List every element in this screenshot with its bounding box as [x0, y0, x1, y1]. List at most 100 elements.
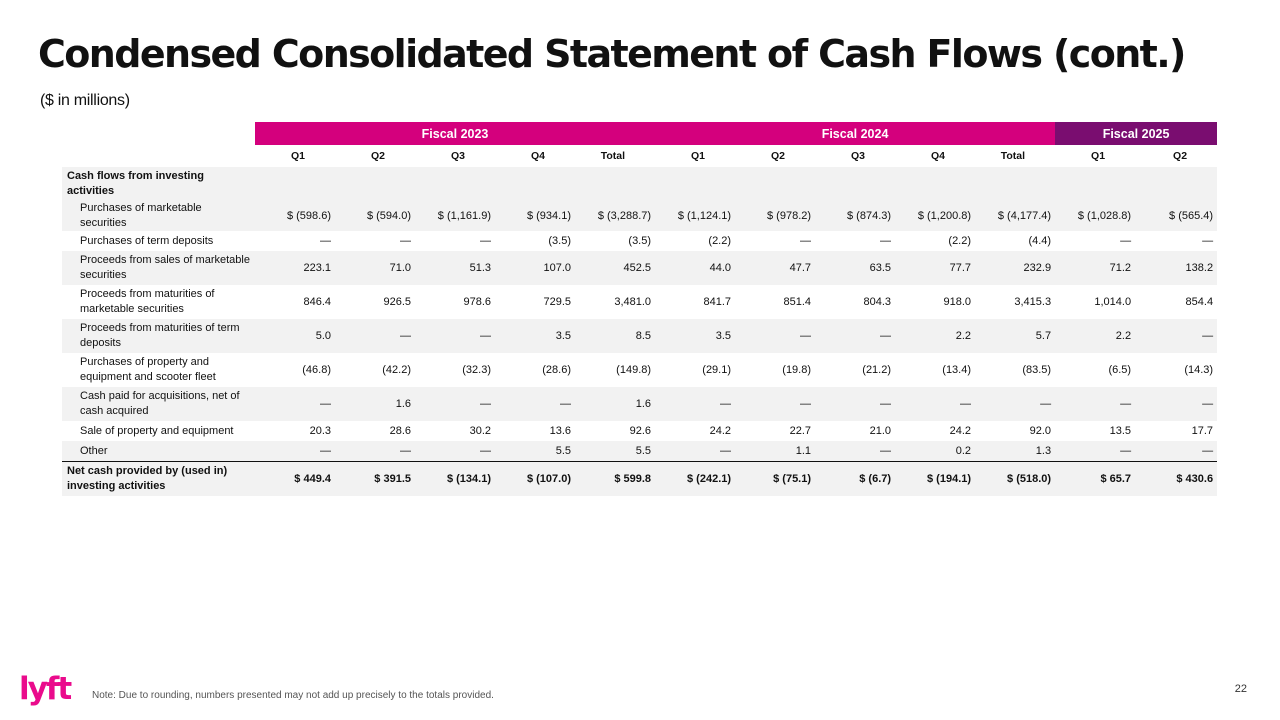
data-rows: Purchases of marketable securities $ (598…	[62, 201, 1218, 462]
value-cell: 44.0	[655, 251, 736, 285]
value-cell: —	[800, 235, 812, 247]
value-cell: $ (3,288.7)	[575, 201, 656, 231]
value-cell: $ (1,124.1)	[655, 201, 736, 231]
value-cell: (32.3)	[462, 364, 491, 376]
total-cell: $ (242.1)	[655, 461, 736, 496]
value-cell: —	[1135, 441, 1218, 462]
table-row: Proceeds from sales of marketable securi…	[62, 251, 1218, 285]
value-cell: 21.0	[869, 425, 892, 437]
value-cell: 13.6	[549, 425, 571, 437]
value-cell: 223.1	[255, 251, 335, 285]
value-cell: —	[880, 235, 892, 247]
value-cell: 804.3	[863, 296, 892, 308]
value-cell: —	[415, 441, 495, 462]
row-label: Purchases of term deposits	[80, 234, 214, 247]
value-cell: —	[735, 387, 816, 421]
total-cell: $ (6.7)	[815, 461, 896, 496]
value-cell: —	[815, 441, 896, 462]
value-cell: 13.5	[1109, 425, 1132, 437]
value-cell: (21.2)	[862, 364, 892, 376]
value-cell: (46.8)	[302, 364, 331, 376]
value-cell: 63.5	[815, 251, 896, 285]
value-cell: —	[415, 319, 495, 353]
value-cell: 2.2	[895, 319, 976, 353]
value-cell: —	[655, 387, 736, 421]
total-row-label: Net cash provided by (used in) investing…	[62, 461, 255, 496]
quarter-header: Q2	[771, 150, 786, 162]
value-cell: 841.7	[703, 296, 732, 308]
table-row: Purchases of marketable securities $ (598…	[62, 201, 1218, 231]
value-cell: 138.2	[1135, 251, 1218, 285]
value-cell: 5.7	[975, 319, 1056, 353]
lyft-logo-icon: lyft	[19, 672, 74, 707]
value-cell: (3.5)	[628, 235, 652, 247]
quarter-header: Total	[600, 150, 626, 162]
value-cell: (28.6)	[542, 364, 571, 376]
value-cell: $ (874.3)	[815, 201, 896, 231]
total-cell: $ (107.0)	[495, 461, 575, 496]
value-cell: $ (598.6)	[255, 201, 335, 231]
value-cell: (4.4)	[1028, 235, 1052, 247]
value-cell: 5.0	[255, 319, 335, 353]
footer-note: Note: Due to rounding, numbers presented…	[92, 690, 494, 701]
value-cell: $ (1,200.8)	[895, 201, 976, 231]
quarter-header: Q1	[691, 150, 706, 162]
value-cell: $ (594.0)	[335, 201, 415, 231]
value-cell: 2.2	[1055, 319, 1136, 353]
value-cell: 1.3	[975, 441, 1056, 462]
row-label: Other	[62, 441, 255, 462]
value-cell: —	[975, 387, 1056, 421]
value-cell: 71.0	[335, 251, 415, 285]
value-cell: $ (4,177.4)	[975, 201, 1056, 231]
value-cell: (3.5)	[548, 235, 571, 247]
section-label: Cash flows from investing activities	[62, 167, 255, 201]
value-cell: —	[895, 387, 976, 421]
fiscal-year-2024-header: Fiscal 2024	[655, 122, 1056, 145]
table-row: Sale of property and equipment 20.3 28.6 30…	[62, 421, 1217, 441]
value-cell: 978.6	[463, 296, 491, 308]
cash-flow-table: Fiscal 2023 Fiscal 2024 Fiscal 2025 Q1 Q…	[62, 122, 1218, 496]
value-cell: 851.4	[783, 296, 812, 308]
value-cell: —	[655, 441, 736, 462]
value-cell: (19.8)	[782, 364, 812, 376]
value-cell: (42.2)	[382, 364, 411, 376]
total-cell: $ 391.5	[335, 461, 415, 496]
value-cell: (83.5)	[1022, 364, 1052, 376]
value-cell: —	[735, 319, 816, 353]
total-row: Net cash provided by (used in) investing…	[62, 461, 1218, 496]
table-row: Purchases of term deposits — — — (3.5) (3.5) (…	[62, 231, 1217, 251]
row-label: Purchases of marketable securities	[62, 201, 255, 231]
value-cell: 28.6	[389, 425, 411, 437]
value-cell: 232.9	[975, 251, 1056, 285]
fiscal-year-header-row: Fiscal 2023 Fiscal 2024 Fiscal 2025	[62, 122, 1218, 145]
value-cell: (149.8)	[616, 364, 652, 376]
fiscal-year-2023-header: Fiscal 2023	[255, 122, 656, 145]
value-cell: 3,481.0	[614, 296, 652, 308]
row-label: Sale of property and equipment	[80, 424, 234, 437]
row-label: Cash paid for acquisitions, net of cash …	[62, 387, 255, 421]
value-cell: (13.4)	[942, 364, 972, 376]
quarter-header: Q1	[290, 150, 305, 162]
value-cell: 3,415.3	[1014, 296, 1052, 308]
row-label: Proceeds from maturities of term deposit…	[62, 319, 255, 353]
value-cell: 1.6	[335, 387, 415, 421]
value-cell: —	[495, 387, 575, 421]
value-cell: 24.2	[949, 425, 972, 437]
table-row: Purchases of property and equipment and …	[62, 353, 1217, 387]
value-cell: 22.7	[789, 425, 812, 437]
value-cell: 1.1	[735, 441, 816, 462]
value-cell: (6.5)	[1108, 364, 1132, 376]
value-cell: 5.5	[575, 441, 656, 462]
total-cell: $ (518.0)	[975, 461, 1056, 496]
value-cell: 92.6	[629, 425, 652, 437]
quarter-header: Q1	[1091, 150, 1106, 162]
value-cell: —	[335, 441, 415, 462]
value-cell: —	[255, 387, 335, 421]
quarter-header: Q3	[851, 150, 866, 162]
section-header-row: Cash flows from investing activities	[62, 167, 1218, 201]
value-cell: —	[255, 441, 335, 462]
value-cell: 30.2	[469, 425, 491, 437]
value-cell: (2.2)	[948, 235, 972, 247]
value-cell: $ (1,028.8)	[1055, 201, 1136, 231]
quarter-header: Q3	[450, 150, 465, 162]
